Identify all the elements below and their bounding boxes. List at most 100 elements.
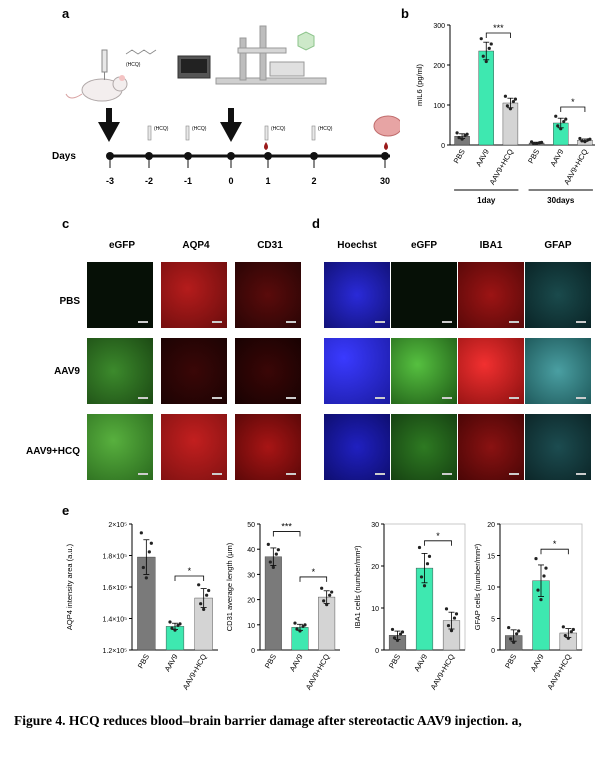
y-tick-label: 200 — [433, 63, 445, 70]
significance-label: * — [188, 566, 192, 576]
data-point — [571, 627, 575, 632]
data-point — [266, 542, 270, 547]
image-aav9hcq-hoechst — [324, 414, 390, 480]
y-tick-label: 30 — [371, 522, 379, 529]
image-aav9hcq-egfp — [87, 414, 153, 480]
image-pbs-egfp-d — [391, 262, 457, 328]
tick-label: -2 — [145, 176, 153, 186]
x-tick-label: AAV9 — [163, 653, 180, 674]
y-tick-label: 10 — [371, 606, 379, 613]
figure-caption: Figure 4. HCQ reduces blood–brain barrie… — [14, 713, 604, 729]
timeline-ticks — [109, 156, 386, 168]
gfap-chart: 0 5 10 15 20 GFAP cells (number/mm²) PBS AAV9 AA… — [473, 522, 583, 691]
data-point — [537, 141, 542, 145]
y-tick-label: 0 — [375, 648, 379, 655]
y-axis-label: mIL6 (pg/ml) — [415, 63, 424, 106]
data-point — [173, 628, 177, 632]
stereotactic-frame-illustration — [177, 25, 327, 85]
y-tick-label: 5 — [491, 617, 495, 624]
significance-label: * — [571, 97, 575, 107]
image-aav9-cd31 — [235, 338, 301, 404]
svg-text:(HCQ): (HCQ) — [318, 126, 333, 132]
image-pbs-gfap — [525, 262, 591, 328]
image-aav9hcq-gfap — [525, 414, 591, 480]
image-aav9-aqp4 — [161, 338, 227, 404]
data-point — [454, 612, 459, 616]
molecule-icon — [125, 49, 157, 55]
x-tick-label: AAV9+HCQ — [562, 147, 590, 186]
panel-label-c: c — [62, 216, 70, 231]
panel-label-e: e — [62, 503, 70, 518]
tick-label: -3 — [106, 176, 114, 186]
data-point — [395, 638, 400, 642]
x-tick-label: AAV9+HCQ — [545, 652, 573, 691]
data-point — [202, 607, 206, 611]
bar — [264, 556, 282, 651]
data-point — [176, 623, 180, 628]
data-point — [144, 576, 148, 580]
data-point — [141, 565, 145, 570]
data-point — [298, 629, 302, 633]
column-header: AQP4 — [182, 240, 210, 251]
caption-text: Figure 4. HCQ reduces blood–brain barrie… — [14, 713, 505, 728]
y-tick-label: 1.6×10⁵ — [102, 585, 127, 592]
data-point — [515, 632, 519, 636]
data-point — [147, 550, 151, 554]
y-tick-label: 1.8×10⁵ — [102, 554, 127, 561]
data-point — [531, 141, 536, 146]
significance-bracket — [174, 575, 205, 581]
group-label: 30days — [547, 196, 575, 205]
x-tick-label: PBS — [387, 653, 402, 671]
data-point — [507, 625, 511, 630]
significance-bracket — [540, 548, 569, 555]
significance-label: * — [312, 567, 316, 577]
tick-label: 0 — [228, 176, 233, 186]
data-point — [489, 42, 493, 46]
y-tick-label: 40 — [247, 547, 255, 554]
y-tick-label: 10 — [487, 585, 495, 592]
svg-text:(HCQ): (HCQ) — [192, 126, 207, 132]
x-tick-label: AAV9+HCQ — [181, 652, 209, 691]
y-tick-label: 0 — [251, 648, 255, 655]
image-pbs-cd31 — [235, 262, 301, 328]
y-axis-label: AQP4 intensity area (a.u.) — [65, 543, 74, 630]
cd31-chart: 0 10 20 30 40 50 CD31 average length (μm) PBS AA… — [225, 522, 340, 691]
x-tick-label: AAV9+HCQ — [304, 652, 332, 691]
data-point — [544, 566, 548, 570]
data-point — [452, 616, 457, 620]
y-tick-label: 0 — [441, 143, 445, 150]
data-point — [268, 560, 272, 564]
data-point — [562, 119, 566, 124]
data-point — [392, 636, 397, 640]
x-tick-label: PBS — [263, 653, 278, 671]
image-aav9hcq-egfp-d — [391, 414, 457, 480]
x-tick-label: AAV9+HCQ — [429, 652, 457, 691]
column-header: eGFP — [108, 240, 136, 251]
timeline-panel: (HCQ) (HCQ) (HCQ) (HCQ) (HCQ) — [52, 25, 400, 186]
y-tick-label: 0 — [491, 648, 495, 655]
arrow-day-minus3-icon — [98, 108, 120, 142]
y-tick-label: 30 — [247, 572, 255, 579]
data-point — [586, 138, 590, 142]
significance-label: * — [436, 531, 440, 541]
row-header: PBS — [59, 296, 80, 307]
data-point — [444, 607, 449, 611]
significance-bracket — [299, 576, 328, 582]
data-point — [427, 554, 432, 558]
x-tick-label: PBS — [136, 653, 151, 671]
data-point — [536, 588, 540, 592]
image-pbs-egfp — [87, 262, 153, 328]
data-point — [487, 46, 491, 50]
x-tick-label: AAV9 — [288, 653, 305, 674]
svg-text:(HCQ): (HCQ) — [271, 126, 286, 132]
y-tick-label: 300 — [433, 23, 445, 30]
panel-label-b: b — [401, 6, 409, 21]
row-header: AAV9+HCQ — [26, 446, 80, 457]
data-point — [199, 602, 203, 606]
data-point — [170, 626, 174, 630]
data-point — [479, 37, 483, 41]
image-aav9-egfp — [87, 338, 153, 404]
iba1-chart: 0 10 20 30 IBA1 cells (number/mm²) PBS AAV9 AAV… — [353, 522, 466, 691]
data-point — [484, 59, 488, 64]
